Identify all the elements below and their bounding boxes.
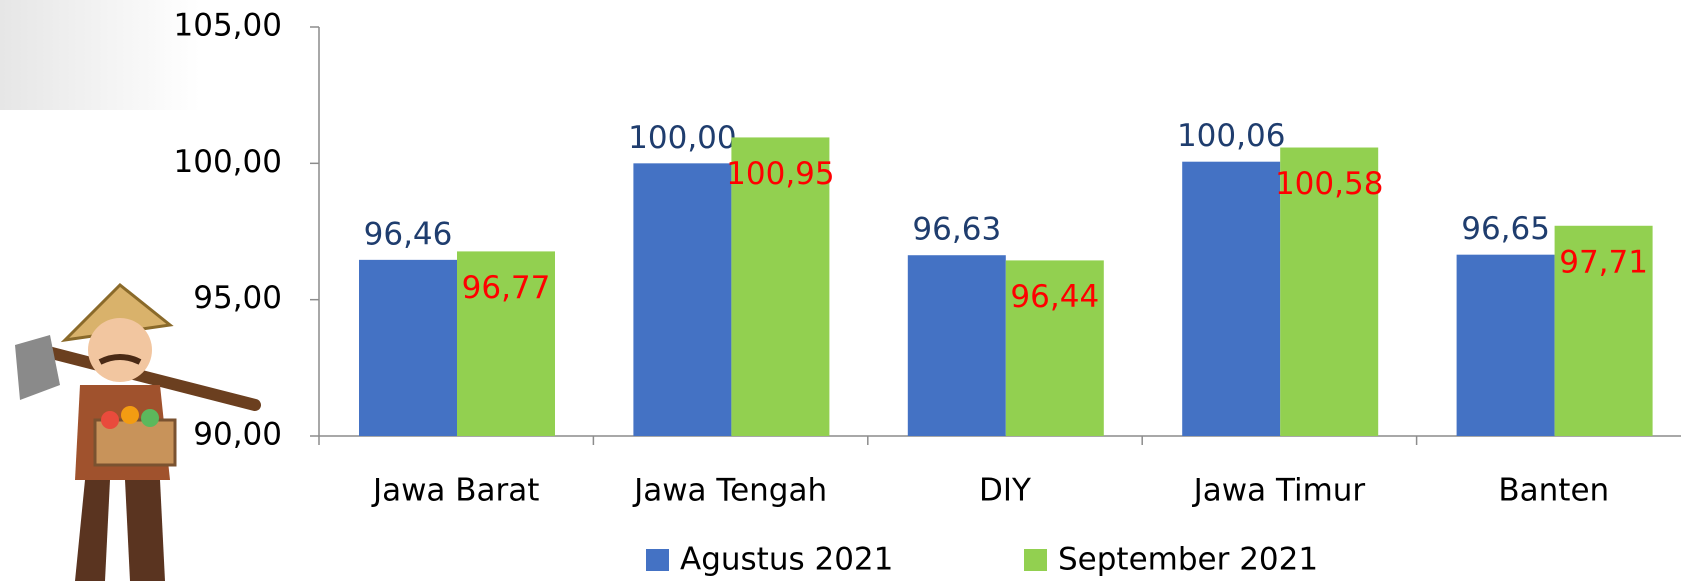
value-label: 100,58 (1275, 166, 1383, 202)
y-tick-label: 95,00 (193, 280, 282, 316)
legend-swatch (646, 549, 669, 571)
bar (457, 251, 555, 436)
bar (1456, 254, 1555, 436)
y-tick-label: 105,00 (174, 8, 282, 44)
bar (633, 163, 732, 437)
legend-swatch (1024, 549, 1047, 571)
bar (1182, 161, 1281, 436)
x-tick-label: Banten (1498, 473, 1609, 509)
background-shade (0, 0, 200, 110)
y-tick-label: 90,00 (193, 417, 282, 453)
y-tick-label: 100,00 (174, 144, 282, 180)
value-label: 96,46 (364, 216, 453, 252)
value-label: 96,77 (462, 270, 551, 306)
value-label: 96,65 (1461, 211, 1550, 247)
bar (907, 255, 1006, 436)
x-tick-label: DIY (979, 473, 1031, 509)
legend-label: Agustus 2021 (680, 542, 893, 578)
bar (359, 259, 457, 436)
x-tick-label: Jawa Timur (1192, 473, 1366, 509)
legend-label: September 2021 (1058, 542, 1318, 578)
bar (731, 137, 830, 436)
value-label: 100,06 (1177, 118, 1285, 154)
x-tick-label: Jawa Barat (371, 473, 540, 509)
value-label: 97,71 (1559, 244, 1648, 280)
value-label: 96,44 (1010, 279, 1099, 315)
x-tick-label: Jawa Tengah (632, 473, 827, 509)
bar (1280, 147, 1379, 436)
farmer-illustration (15, 282, 261, 581)
bar (1554, 225, 1653, 436)
value-label: 100,95 (726, 156, 834, 192)
value-label: 96,63 (912, 212, 1001, 248)
value-label: 100,00 (628, 120, 736, 156)
bar (1005, 260, 1104, 436)
